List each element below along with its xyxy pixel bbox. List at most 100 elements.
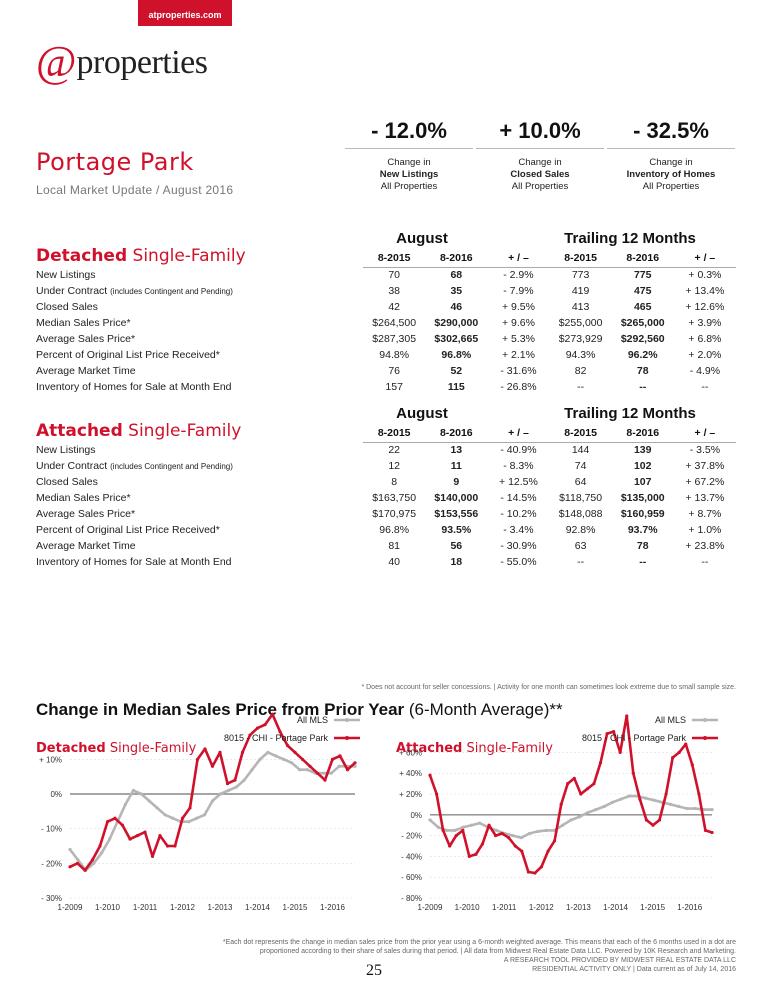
data-point [605,732,609,736]
data-point [128,837,132,841]
data-point [274,754,278,758]
data-point [441,828,445,832]
median-price-charts: + 10%0%- 10%- 20%- 30%1-2009 1-2010 1-2011… [39,712,718,912]
data-point [345,768,350,772]
y-tick-label: + 10% [39,755,62,764]
data-point [454,834,458,838]
table-row: New Listings 70 68 - 2.9% 773 775 + 0.3% [36,267,736,283]
cell-value: - 3.5% [689,444,721,457]
data-point [75,861,80,865]
detached-table: 8-2015 8-2016 + / –8-2015 8-2016 + / – New Li… [36,249,736,395]
cell-value: + 1.0% [688,524,722,536]
cell-value: 81 [388,540,400,552]
y-tick-label: - 20% [41,859,62,868]
cell-value: $118,750 [559,492,603,504]
data-point [519,836,523,840]
cell-value: + 9.5% [501,301,535,313]
cell-value: 419 [571,285,590,297]
footnote-concessions: * Does not account for seller concession… [361,684,736,691]
table-row: Percent of Original List Price Received*… [36,522,736,538]
cell-value: - 10.2% [500,508,537,520]
data-point [677,750,681,754]
data-point [579,792,583,796]
data-point [474,852,478,856]
y-tick-label: - 80% [401,894,422,903]
data-point [242,778,246,782]
row-label: Inventory of Homes for Sale at Month End [36,381,232,393]
data-point [480,842,485,846]
data-point [337,764,341,768]
cell-value: $264,500 [372,317,417,329]
cell-value: + 8.7% [688,508,722,520]
site-url-tab[interactable]: atproperties.com [138,0,232,26]
table-row: Inventory of Homes for Sale at Month End… [36,554,736,570]
x-tick-label: 1-2016 [677,903,702,912]
data-point [187,820,191,824]
cell-value: 773 [571,269,590,282]
data-point [308,764,312,768]
atproperties-logo: @properties [36,37,208,86]
row-label: New Listings [36,269,96,281]
chart-detached: + 10% 0% - 10% - 20% - 30%1-2009 1-2010 1-2011… [39,712,357,912]
cell-value: 78 [636,365,649,377]
data-point [180,816,185,820]
table-row: Average Market Time 76 52 - 31.6% 82 78 - 4.9… [36,363,736,379]
table-row: Percent of Original List Price Received*… [36,347,736,363]
cell-value: -- [701,381,709,393]
group-label-august-attached: August [396,405,448,422]
cell-value: 465 [633,301,652,313]
data-point [285,743,290,748]
data-point [638,797,642,801]
row-label: Inventory of Homes for Sale at Month End [36,556,232,568]
cell-value: 8 [391,476,398,488]
row-label: Average Sales Price* [36,508,136,520]
cell-value: 12 [388,460,400,472]
data-point [448,844,452,848]
x-tick-label: 1-2009 [58,903,83,912]
chart-attached: + 60%+ 40%+ 20%0%- 20%- 40%- 60%- 80%1-2… [399,714,714,912]
data-point [536,829,540,834]
data-point [710,808,714,812]
table-row: Under Contract (includes Contingent and … [36,283,736,299]
data-point [461,828,465,832]
cell-value: 139 [633,444,652,457]
data-point [278,730,282,734]
data-point [546,849,550,853]
x-tick-label: 1-2011 [133,903,158,912]
cell-value: 775 [633,269,652,282]
y-tick-label: - 10% [41,825,62,834]
cell-value: 96.8% [441,349,472,361]
cell-value: - 3.4% [503,524,534,536]
data-point [469,823,474,827]
chart-legend: All MLS 8015 - CHI - Portage Park [582,715,718,743]
cell-value: - 30.9% [500,540,537,552]
cell-value: 82 [574,365,587,377]
x-tick-label: 1-2014 [603,903,628,912]
data-point [585,811,590,815]
data-point [602,804,606,809]
data-point [165,844,170,848]
cell-value: 94.3% [565,349,596,361]
detached-title: Detached Single-Family [36,246,246,266]
data-point [627,794,631,798]
x-tick-label: 1-2011 [492,903,517,912]
x-tick-label: 1-2010 [455,903,480,912]
cell-value: $153,556 [434,508,479,520]
y-tick-label: - 40% [401,852,422,861]
data-point [315,771,320,775]
data-point [234,785,238,789]
data-point [173,844,177,848]
cell-value: -- [577,381,585,393]
row-label: Median Sales Price* [36,492,131,504]
cell-value: 42 [388,301,400,313]
data-point [703,828,708,832]
cell-value: - 55.0% [500,556,537,568]
area-title: Portage Park [36,148,194,176]
data-point [677,804,681,809]
data-point [270,712,275,716]
cell-value: - 26.8% [500,381,537,393]
cell-value: - 4.9% [689,365,721,377]
table-row: New Listings 22 13 - 40.9% 144 139 - 3.5% [36,442,736,458]
data-point [428,818,432,822]
data-point [76,858,80,862]
